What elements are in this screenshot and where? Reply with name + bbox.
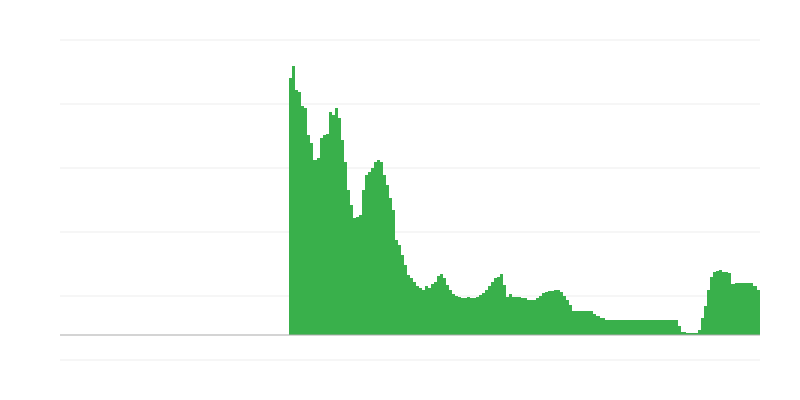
area-series (60, 66, 760, 335)
gridlines (60, 39, 760, 361)
